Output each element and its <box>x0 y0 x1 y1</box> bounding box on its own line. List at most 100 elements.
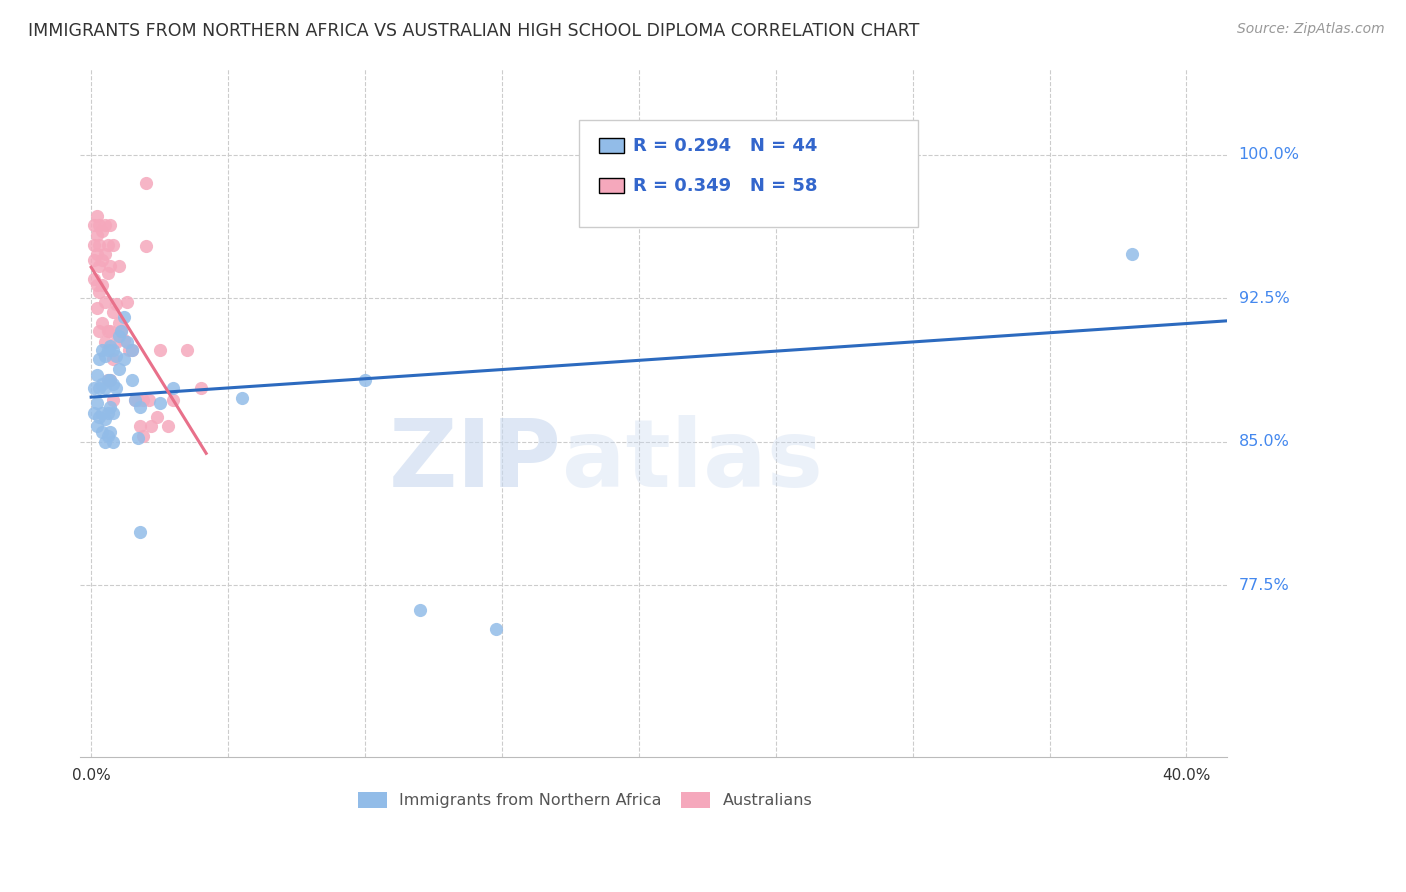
Point <box>89 352 111 367</box>
Point <box>89 219 111 233</box>
Point <box>107 259 129 273</box>
Point <box>101 406 124 420</box>
Point <box>98 400 121 414</box>
Point <box>94 411 117 425</box>
Point <box>83 237 105 252</box>
FancyBboxPatch shape <box>599 138 624 153</box>
Point <box>110 324 132 338</box>
Point <box>83 381 105 395</box>
Point <box>97 373 120 387</box>
Y-axis label: High School Diploma: High School Diploma <box>0 334 7 492</box>
Point <box>97 343 120 357</box>
Point <box>89 259 111 273</box>
Point <box>110 324 132 338</box>
Point <box>98 373 121 387</box>
Text: IMMIGRANTS FROM NORTHERN AFRICA VS AUSTRALIAN HIGH SCHOOL DIPLOMA CORRELATION CH: IMMIGRANTS FROM NORTHERN AFRICA VS AUSTR… <box>28 22 920 40</box>
Point <box>146 409 169 424</box>
Point <box>485 622 508 636</box>
Point <box>97 429 120 443</box>
Point <box>86 396 108 410</box>
Point <box>91 252 114 267</box>
Point <box>115 294 138 309</box>
Point <box>138 392 160 407</box>
Point <box>101 392 124 407</box>
Point <box>89 237 111 252</box>
Point <box>190 381 212 395</box>
Text: ZIP: ZIP <box>389 415 562 508</box>
Point <box>94 349 117 363</box>
Point <box>135 177 157 191</box>
Point <box>98 373 121 387</box>
Text: 85.0%: 85.0% <box>1239 434 1289 449</box>
Point <box>121 343 143 357</box>
Point <box>86 247 108 261</box>
Point <box>162 392 184 407</box>
Point <box>91 316 114 330</box>
Point <box>118 343 141 357</box>
Point <box>127 431 149 445</box>
Point <box>91 277 114 292</box>
Point <box>127 392 149 407</box>
Point <box>101 237 124 252</box>
Point <box>231 391 253 405</box>
Point <box>89 409 111 424</box>
Point <box>354 373 377 387</box>
Point <box>94 247 117 261</box>
Point <box>89 324 111 338</box>
Point <box>98 425 121 439</box>
Point <box>112 352 135 367</box>
Point <box>97 373 120 387</box>
Point <box>141 419 163 434</box>
Text: 100.0%: 100.0% <box>1239 147 1299 162</box>
Point <box>121 373 143 387</box>
Point <box>89 381 111 395</box>
Point <box>98 219 121 233</box>
Point <box>91 425 114 439</box>
Point <box>162 381 184 395</box>
Text: atlas: atlas <box>562 415 823 508</box>
Point <box>97 406 120 420</box>
Point <box>112 310 135 325</box>
Point <box>132 429 155 443</box>
Point <box>149 396 172 410</box>
Point <box>129 419 152 434</box>
Point <box>98 259 121 273</box>
Point <box>101 377 124 392</box>
Point <box>94 294 117 309</box>
Point <box>83 406 105 420</box>
Point <box>83 272 105 286</box>
Point <box>86 301 108 315</box>
Point <box>86 209 108 223</box>
Point <box>176 343 198 357</box>
Point <box>101 434 124 449</box>
Point <box>101 352 124 367</box>
Point <box>91 377 114 392</box>
Point <box>97 266 120 280</box>
Point <box>91 406 114 420</box>
FancyBboxPatch shape <box>599 178 624 194</box>
Point <box>104 297 127 311</box>
Text: Source: ZipAtlas.com: Source: ZipAtlas.com <box>1237 22 1385 37</box>
Point <box>89 285 111 300</box>
Point <box>115 335 138 350</box>
Text: 77.5%: 77.5% <box>1239 578 1289 592</box>
Point <box>129 400 152 414</box>
Point <box>101 343 124 357</box>
Point <box>104 335 127 350</box>
Point <box>94 434 117 449</box>
Legend: Immigrants from Northern Africa, Australians: Immigrants from Northern Africa, Austral… <box>352 785 818 814</box>
Point <box>83 252 105 267</box>
Point <box>86 227 108 242</box>
Point <box>97 237 120 252</box>
Point <box>149 343 172 357</box>
Point <box>97 324 120 338</box>
Text: R = 0.349   N = 58: R = 0.349 N = 58 <box>633 177 818 194</box>
Point <box>1121 247 1143 261</box>
Point <box>107 329 129 343</box>
Point <box>94 381 117 395</box>
Point <box>98 324 121 338</box>
Point <box>409 603 432 617</box>
Point <box>124 392 146 407</box>
Point <box>135 239 157 253</box>
Point <box>581 147 603 161</box>
